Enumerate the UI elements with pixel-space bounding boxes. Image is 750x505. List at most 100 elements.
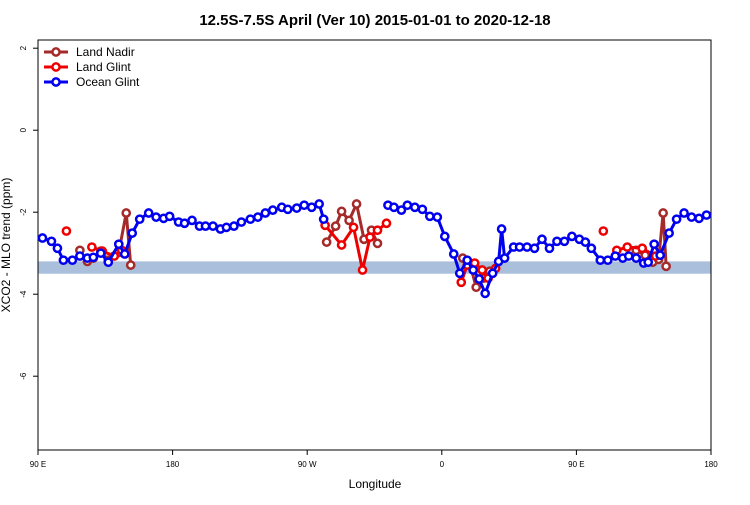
- point: [348, 222, 359, 233]
- legend-marker: [51, 47, 61, 57]
- y-tick-label: -4: [19, 290, 28, 298]
- point: [477, 265, 488, 275]
- y-tick-label: -2: [19, 208, 28, 216]
- point: [221, 222, 232, 233]
- point: [75, 251, 85, 261]
- point: [372, 225, 383, 236]
- point: [480, 288, 491, 299]
- point: [396, 205, 407, 215]
- point: [260, 208, 271, 218]
- y-tick-label: 0: [19, 127, 28, 132]
- x-tick-label: 180: [704, 460, 718, 469]
- point: [496, 224, 507, 234]
- point: [544, 243, 555, 254]
- point: [46, 236, 57, 247]
- chart-title: 12.5S-7.5S April (Ver 10) 2015-01-01 to …: [199, 12, 550, 29]
- point: [649, 239, 660, 250]
- point: [661, 261, 671, 272]
- point: [208, 221, 218, 231]
- point: [679, 208, 689, 218]
- point: [143, 208, 154, 218]
- point: [637, 243, 648, 254]
- legend-label: Land Nadir: [76, 45, 135, 59]
- plot-frame: [37, 39, 712, 451]
- point: [299, 200, 310, 211]
- point: [336, 206, 347, 217]
- x-tick-label: 90 W: [298, 460, 317, 469]
- point: [282, 204, 293, 215]
- point: [252, 212, 263, 222]
- point: [389, 202, 399, 213]
- point: [448, 249, 459, 259]
- legend-label: Land Glint: [76, 60, 131, 74]
- point: [439, 231, 450, 242]
- point: [471, 282, 482, 293]
- point: [610, 251, 621, 261]
- point: [586, 243, 597, 254]
- point: [61, 226, 72, 236]
- point: [424, 211, 435, 222]
- point: [559, 236, 570, 247]
- point: [330, 221, 341, 231]
- point: [236, 217, 247, 227]
- point: [103, 257, 114, 268]
- point: [58, 255, 69, 266]
- point: [529, 243, 540, 254]
- x-tick-label: 0: [440, 460, 445, 469]
- point: [134, 214, 145, 225]
- legend-marker: [51, 77, 61, 87]
- point: [580, 237, 591, 247]
- point: [125, 260, 136, 270]
- point: [245, 214, 256, 225]
- point: [622, 242, 633, 252]
- point: [631, 253, 642, 263]
- point: [602, 255, 613, 266]
- point: [694, 213, 704, 224]
- x-tick-label: 90 E: [568, 460, 584, 469]
- point: [179, 218, 190, 229]
- point: [537, 234, 547, 245]
- point: [499, 253, 510, 263]
- point: [456, 277, 467, 288]
- point: [658, 208, 668, 218]
- point: [357, 265, 368, 275]
- point: [372, 238, 383, 249]
- point: [454, 268, 465, 279]
- point: [410, 202, 420, 213]
- point: [267, 205, 278, 215]
- point: [623, 251, 634, 261]
- point: [229, 221, 239, 231]
- point: [291, 203, 302, 213]
- point: [164, 211, 175, 222]
- point: [351, 199, 362, 209]
- point: [701, 210, 712, 220]
- point: [151, 212, 161, 222]
- point: [318, 214, 329, 225]
- point: [671, 214, 682, 225]
- x-tick-label: 180: [166, 460, 180, 469]
- point: [664, 228, 674, 238]
- point: [598, 226, 609, 236]
- point: [402, 200, 413, 211]
- point: [514, 242, 525, 252]
- point: [95, 248, 106, 259]
- y-tick-label: -6: [19, 372, 28, 380]
- point: [88, 252, 99, 263]
- point: [567, 231, 577, 242]
- legend-marker: [51, 62, 61, 72]
- x-tick-label: 90 E: [30, 460, 46, 469]
- point: [200, 221, 211, 231]
- point: [127, 228, 138, 238]
- point: [655, 250, 666, 261]
- point: [552, 236, 562, 247]
- point: [86, 242, 97, 252]
- point: [119, 249, 130, 259]
- point: [113, 239, 124, 250]
- point: [381, 218, 392, 229]
- point: [344, 215, 354, 226]
- point: [321, 237, 332, 247]
- point: [52, 243, 63, 254]
- point: [417, 204, 428, 215]
- point: [432, 212, 443, 222]
